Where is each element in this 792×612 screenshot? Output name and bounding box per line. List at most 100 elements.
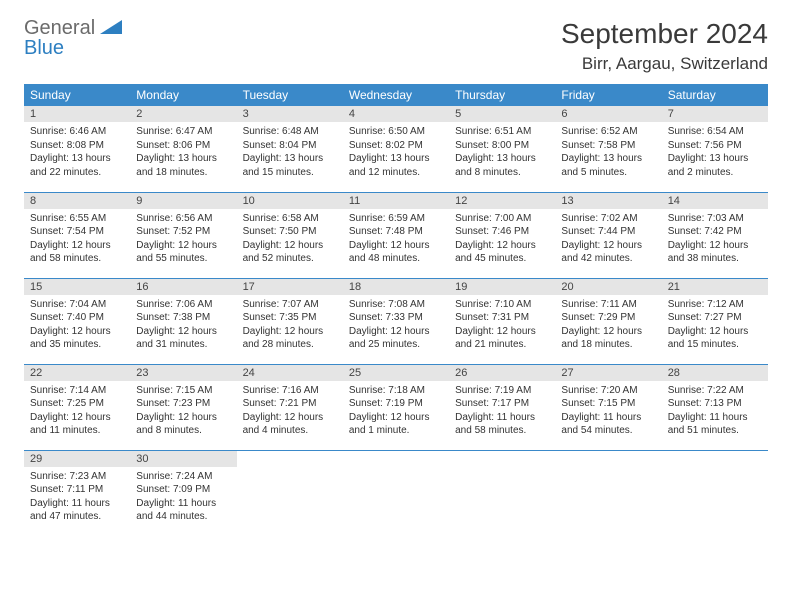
- month-title: September 2024: [561, 18, 768, 50]
- daylight-line: Daylight: 11 hours and 54 minutes.: [561, 411, 655, 438]
- sunset-line: Sunset: 7:58 PM: [561, 139, 655, 153]
- calendar-table: Sunday Monday Tuesday Wednesday Thursday…: [24, 84, 768, 536]
- calendar-cell: 1Sunrise: 6:46 AMSunset: 8:08 PMDaylight…: [24, 106, 130, 192]
- sunrise-line: Sunrise: 7:24 AM: [136, 470, 230, 484]
- sunset-line: Sunset: 8:02 PM: [349, 139, 443, 153]
- calendar-cell: 29Sunrise: 7:23 AMSunset: 7:11 PMDayligh…: [24, 450, 130, 536]
- day-number: 1: [24, 106, 130, 122]
- calendar-cell: [555, 450, 661, 536]
- day-body: Sunrise: 7:04 AMSunset: 7:40 PMDaylight:…: [24, 295, 130, 356]
- daylight-line: Daylight: 12 hours and 21 minutes.: [455, 325, 549, 352]
- daylight-line: Daylight: 12 hours and 18 minutes.: [561, 325, 655, 352]
- sunset-line: Sunset: 7:52 PM: [136, 225, 230, 239]
- calendar-cell: [237, 450, 343, 536]
- day-body: Sunrise: 7:15 AMSunset: 7:23 PMDaylight:…: [130, 381, 236, 442]
- col-thursday: Thursday: [449, 84, 555, 106]
- day-number: 9: [130, 193, 236, 209]
- weekday-header-row: Sunday Monday Tuesday Wednesday Thursday…: [24, 84, 768, 106]
- day-number: 22: [24, 365, 130, 381]
- day-body: Sunrise: 6:52 AMSunset: 7:58 PMDaylight:…: [555, 122, 661, 183]
- sunset-line: Sunset: 7:48 PM: [349, 225, 443, 239]
- sunset-line: Sunset: 7:54 PM: [30, 225, 124, 239]
- calendar-cell: [449, 450, 555, 536]
- sunset-line: Sunset: 7:29 PM: [561, 311, 655, 325]
- calendar-cell: [343, 450, 449, 536]
- calendar-cell: 19Sunrise: 7:10 AMSunset: 7:31 PMDayligh…: [449, 278, 555, 364]
- daylight-line: Daylight: 13 hours and 22 minutes.: [30, 152, 124, 179]
- calendar-cell: 16Sunrise: 7:06 AMSunset: 7:38 PMDayligh…: [130, 278, 236, 364]
- sunrise-line: Sunrise: 7:14 AM: [30, 384, 124, 398]
- sunset-line: Sunset: 7:42 PM: [668, 225, 762, 239]
- day-number: 11: [343, 193, 449, 209]
- day-body: Sunrise: 6:59 AMSunset: 7:48 PMDaylight:…: [343, 209, 449, 270]
- day-body: Sunrise: 7:07 AMSunset: 7:35 PMDaylight:…: [237, 295, 343, 356]
- sunset-line: Sunset: 7:46 PM: [455, 225, 549, 239]
- sunrise-line: Sunrise: 7:18 AM: [349, 384, 443, 398]
- sunset-line: Sunset: 7:09 PM: [136, 483, 230, 497]
- day-number: 4: [343, 106, 449, 122]
- sunset-line: Sunset: 7:11 PM: [30, 483, 124, 497]
- sunset-line: Sunset: 7:15 PM: [561, 397, 655, 411]
- day-number: 27: [555, 365, 661, 381]
- sunset-line: Sunset: 7:38 PM: [136, 311, 230, 325]
- sunrise-line: Sunrise: 6:50 AM: [349, 125, 443, 139]
- calendar-row: 8 Sunrise: 6:55 AMSunset: 7:54 PM Daylight…: [24, 192, 768, 278]
- day-body: Sunrise: 6:50 AMSunset: 8:02 PMDaylight:…: [343, 122, 449, 183]
- day-number: 8: [24, 193, 130, 209]
- sunset-line: Sunset: 7:17 PM: [455, 397, 549, 411]
- logo-word1: General: [24, 18, 95, 38]
- day-number: 14: [662, 193, 768, 209]
- calendar-cell: 14 Sunrise: 7:03 AMSunset: 7:42 PMDayligh…: [662, 192, 768, 278]
- logo-triangle-icon: [100, 18, 122, 38]
- col-friday: Friday: [555, 84, 661, 106]
- calendar-cell: 15Sunrise: 7:04 AMSunset: 7:40 PMDayligh…: [24, 278, 130, 364]
- daylight-line: Daylight: 13 hours and 8 minutes.: [455, 152, 549, 179]
- day-body: Sunrise: 7:18 AMSunset: 7:19 PMDaylight:…: [343, 381, 449, 442]
- daylight-line: Daylight: 13 hours and 15 minutes.: [243, 152, 337, 179]
- sunrise-line: Sunrise: 7:06 AM: [136, 298, 230, 312]
- daylight-line: Daylight: 11 hours and 47 minutes.: [30, 497, 124, 524]
- sunrise-line: Sunrise: 7:04 AM: [30, 298, 124, 312]
- day-number: 5: [449, 106, 555, 122]
- daylight-line: Daylight: 12 hours and 38 minutes.: [668, 239, 762, 266]
- calendar-row: 22 Sunrise: 7:14 AMSunset: 7:25 PM Dayligh…: [24, 364, 768, 450]
- day-body: Sunrise: 7:12 AMSunset: 7:27 PMDaylight:…: [662, 295, 768, 356]
- daylight-line: Daylight: 13 hours and 12 minutes.: [349, 152, 443, 179]
- day-number: 17: [237, 279, 343, 295]
- daylight-line: Daylight: 12 hours and 1 minute.: [349, 411, 443, 438]
- header: General Blue September 2024 Birr, Aargau…: [24, 18, 768, 74]
- calendar-cell: 17Sunrise: 7:07 AMSunset: 7:35 PMDayligh…: [237, 278, 343, 364]
- daylight-line: Daylight: 12 hours and 45 minutes.: [455, 239, 549, 266]
- calendar-cell: 27 Sunrise: 7:20 AMSunset: 7:15 PMDayligh…: [555, 364, 661, 450]
- day-body: Sunrise: 7:11 AMSunset: 7:29 PMDaylight:…: [555, 295, 661, 356]
- sunrise-line: Sunrise: 7:11 AM: [561, 298, 655, 312]
- daylight-line: Daylight: 11 hours and 51 minutes.: [668, 411, 762, 438]
- sunrise-line: Sunrise: 6:51 AM: [455, 125, 549, 139]
- calendar-cell: 11Sunrise: 6:59 AMSunset: 7:48 PMDayligh…: [343, 192, 449, 278]
- day-number: 29: [24, 451, 130, 467]
- logo: General Blue: [24, 18, 122, 58]
- calendar-cell: 6Sunrise: 6:52 AMSunset: 7:58 PMDaylight…: [555, 106, 661, 192]
- daylight-line: Daylight: 12 hours and 35 minutes.: [30, 325, 124, 352]
- sunrise-line: Sunrise: 7:00 AM: [455, 212, 549, 226]
- day-number: 10: [237, 193, 343, 209]
- calendar-cell: 24Sunrise: 7:16 AMSunset: 7:21 PMDayligh…: [237, 364, 343, 450]
- calendar-cell: 26Sunrise: 7:19 AMSunset: 7:17 PMDayligh…: [449, 364, 555, 450]
- sunrise-line: Sunrise: 7:03 AM: [668, 212, 762, 226]
- calendar-cell: 25Sunrise: 7:18 AMSunset: 7:19 PMDayligh…: [343, 364, 449, 450]
- daylight-line: Daylight: 12 hours and 4 minutes.: [243, 411, 337, 438]
- sunrise-line: Sunrise: 6:55 AM: [30, 212, 124, 226]
- sunset-line: Sunset: 7:25 PM: [30, 397, 124, 411]
- day-number: 21: [662, 279, 768, 295]
- calendar-cell: 20Sunrise: 7:11 AMSunset: 7:29 PMDayligh…: [555, 278, 661, 364]
- day-body: Sunrise: 7:23 AMSunset: 7:11 PMDaylight:…: [24, 467, 130, 528]
- day-body: Sunrise: 6:51 AMSunset: 8:00 PMDaylight:…: [449, 122, 555, 183]
- sunrise-line: Sunrise: 6:48 AM: [243, 125, 337, 139]
- sunrise-line: Sunrise: 7:12 AM: [668, 298, 762, 312]
- day-body: Sunrise: 7:00 AMSunset: 7:46 PMDaylight:…: [449, 209, 555, 270]
- day-body: Sunrise: 7:08 AMSunset: 7:33 PMDaylight:…: [343, 295, 449, 356]
- location: Birr, Aargau, Switzerland: [561, 54, 768, 74]
- day-body: Sunrise: 7:02 AMSunset: 7:44 PMDaylight:…: [555, 209, 661, 270]
- sunrise-line: Sunrise: 6:58 AM: [243, 212, 337, 226]
- sunrise-line: Sunrise: 7:20 AM: [561, 384, 655, 398]
